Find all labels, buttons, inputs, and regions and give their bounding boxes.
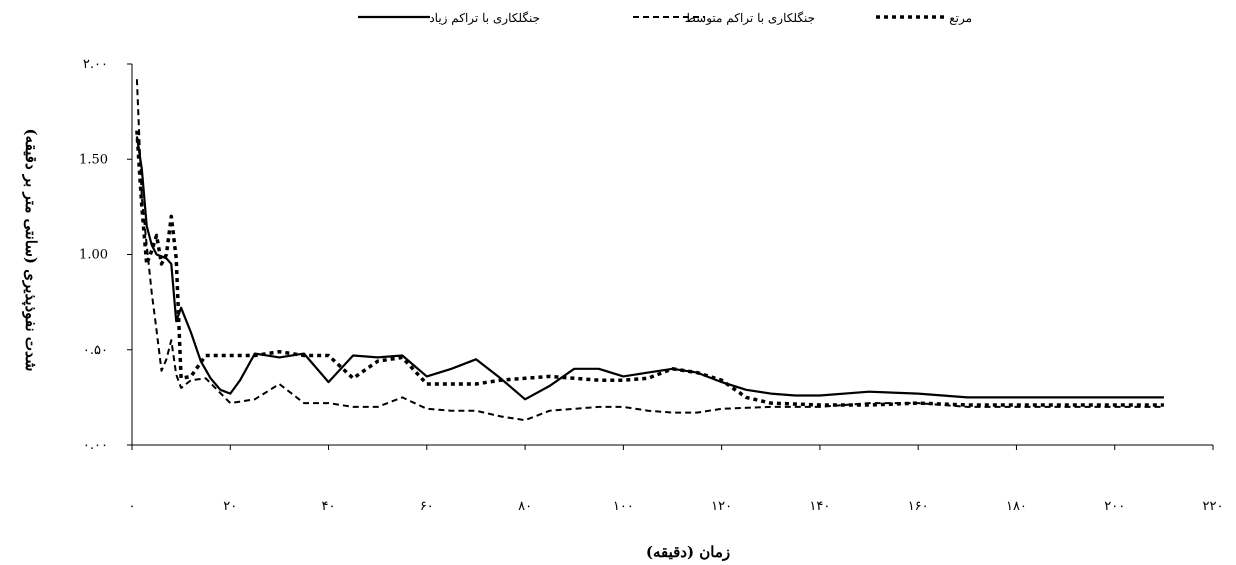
y-tick-label: 1.00 [79,248,108,263]
x-tick-label: ۱۰۰ [613,499,634,514]
y-axis-title: شدت نفوذپذیری (سانتی متر بر دقیقه) [21,129,40,372]
legend-label-1: جنگلکاری با تراکم زیاد [429,11,540,25]
x-axis-ticks: ۰ ۲۰ ۴۰ ۶۰ ۸۰ ۱۰۰ ۱۲۰ ۱۴۰ ۱۶۰ ۱۸۰ ۲۰۰ ۲۲۰ [129,445,1224,514]
y-tick-label: ۲.۰۰ [83,57,108,72]
x-tick-label: ۲۰ [223,499,237,514]
legend: جنگلکاری با تراکم زیاد جنگلکاری با تراکم … [358,11,972,25]
x-tick-label: ۴۰ [322,499,336,514]
plot-series [135,79,1164,422]
x-tick-label: ۸۰ [518,499,532,514]
series-line-3 [135,130,1164,407]
x-tick-label: ۰ [129,499,136,514]
series-line-1 [135,136,1164,401]
x-tick-label: ۱۸۰ [1006,499,1027,514]
legend-label-2: جنگلکاری با تراکم متوسط [685,11,815,25]
y-axis-ticks: ۰.۰۰ ۰.۵۰ 1.00 1.50 ۲.۰۰ [79,57,132,453]
y-tick-label: 1.50 [79,152,108,167]
x-tick-label: ۱۲۰ [711,499,732,514]
y-tick-label: ۰.۰۰ [83,438,108,453]
x-tick-label: ۲۰۰ [1104,499,1125,514]
series-line-2 [135,79,1164,422]
legend-label-3: مرتع [949,11,972,25]
y-tick-label: ۰.۵۰ [83,343,108,358]
x-axis-title: زمان (دقیقه) [646,543,730,561]
x-tick-label: ۱۶۰ [908,499,929,514]
x-tick-label: ۶۰ [420,499,434,514]
x-tick-label: ۲۲۰ [1203,499,1224,514]
axes [131,64,1213,446]
x-tick-label: ۱۴۰ [809,499,830,514]
